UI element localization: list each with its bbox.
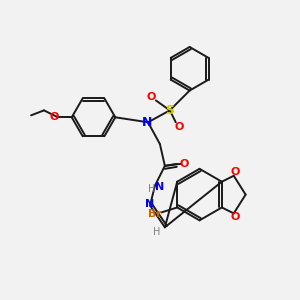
Text: N: N — [142, 116, 152, 129]
Text: N: N — [146, 200, 154, 209]
Text: O: O — [230, 212, 239, 222]
Text: N: N — [155, 182, 164, 192]
Text: O: O — [174, 122, 183, 132]
Text: H: H — [153, 227, 161, 237]
Text: O: O — [49, 112, 58, 122]
Text: Br: Br — [148, 209, 161, 219]
Text: S: S — [165, 104, 174, 117]
Text: O: O — [146, 92, 156, 103]
Text: O: O — [230, 167, 239, 177]
Text: H: H — [148, 184, 156, 194]
Text: O: O — [180, 159, 189, 169]
